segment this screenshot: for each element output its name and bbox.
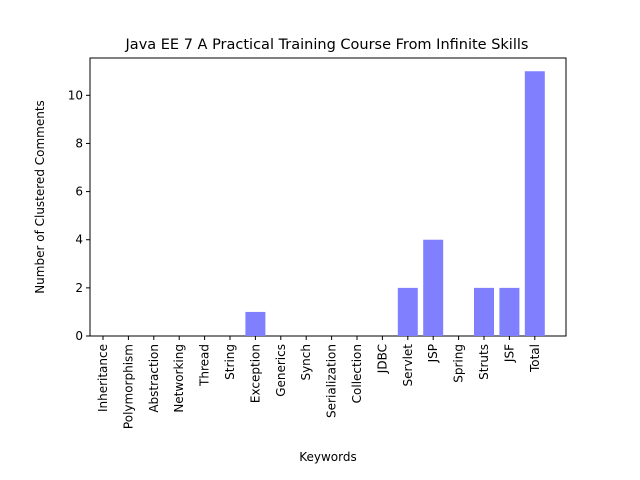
plot-frame [89, 57, 567, 337]
x-tick-label: String [223, 344, 237, 380]
chart-title: Java EE 7 A Practical Training Course Fr… [125, 37, 529, 53]
bar-jsf [499, 287, 520, 336]
x-tick-label: Collection [350, 344, 364, 403]
bar-total [524, 71, 545, 336]
y-tick-label: 0 [75, 329, 83, 343]
y-tick-label: 8 [75, 136, 83, 150]
bar-jsp [423, 239, 444, 336]
bar-servlet [397, 287, 418, 336]
bar-exception [245, 311, 266, 336]
y-tick-label: 10 [68, 88, 83, 102]
x-axis-ticks: Inheritance Polymorphism Abstraction Networ… [96, 336, 542, 429]
x-tick-label: Inheritance [96, 344, 110, 412]
y-axis-label: Number of Clustered Comments [33, 100, 47, 294]
x-tick-label: Abstraction [147, 344, 161, 413]
y-axis-ticks: 0 2 4 6 8 10 [68, 88, 90, 343]
y-tick-label: 6 [75, 185, 83, 199]
bars-group [245, 71, 545, 336]
x-tick-label: Exception [248, 344, 262, 403]
x-tick-label: Spring [452, 344, 466, 383]
y-tick-label: 4 [75, 233, 83, 247]
x-tick-label: Struts [477, 344, 491, 380]
x-tick-label: Servlet [401, 344, 415, 387]
bar-struts [474, 287, 494, 336]
x-tick-label: Synch [299, 344, 313, 381]
x-tick-label: Thread [198, 344, 212, 387]
x-tick-label: Networking [172, 344, 186, 413]
x-tick-label: JSP [426, 344, 440, 363]
x-tick-label: Total [528, 344, 542, 373]
x-axis-label: Keywords [299, 450, 357, 464]
x-tick-label: Generics [274, 344, 288, 397]
y-tick-label: 2 [75, 281, 83, 295]
x-tick-label: JDBC [375, 344, 389, 374]
x-tick-label: Polymorphism [121, 344, 135, 429]
x-tick-label: Serialization [325, 344, 339, 418]
x-tick-label: JSF [502, 344, 516, 363]
